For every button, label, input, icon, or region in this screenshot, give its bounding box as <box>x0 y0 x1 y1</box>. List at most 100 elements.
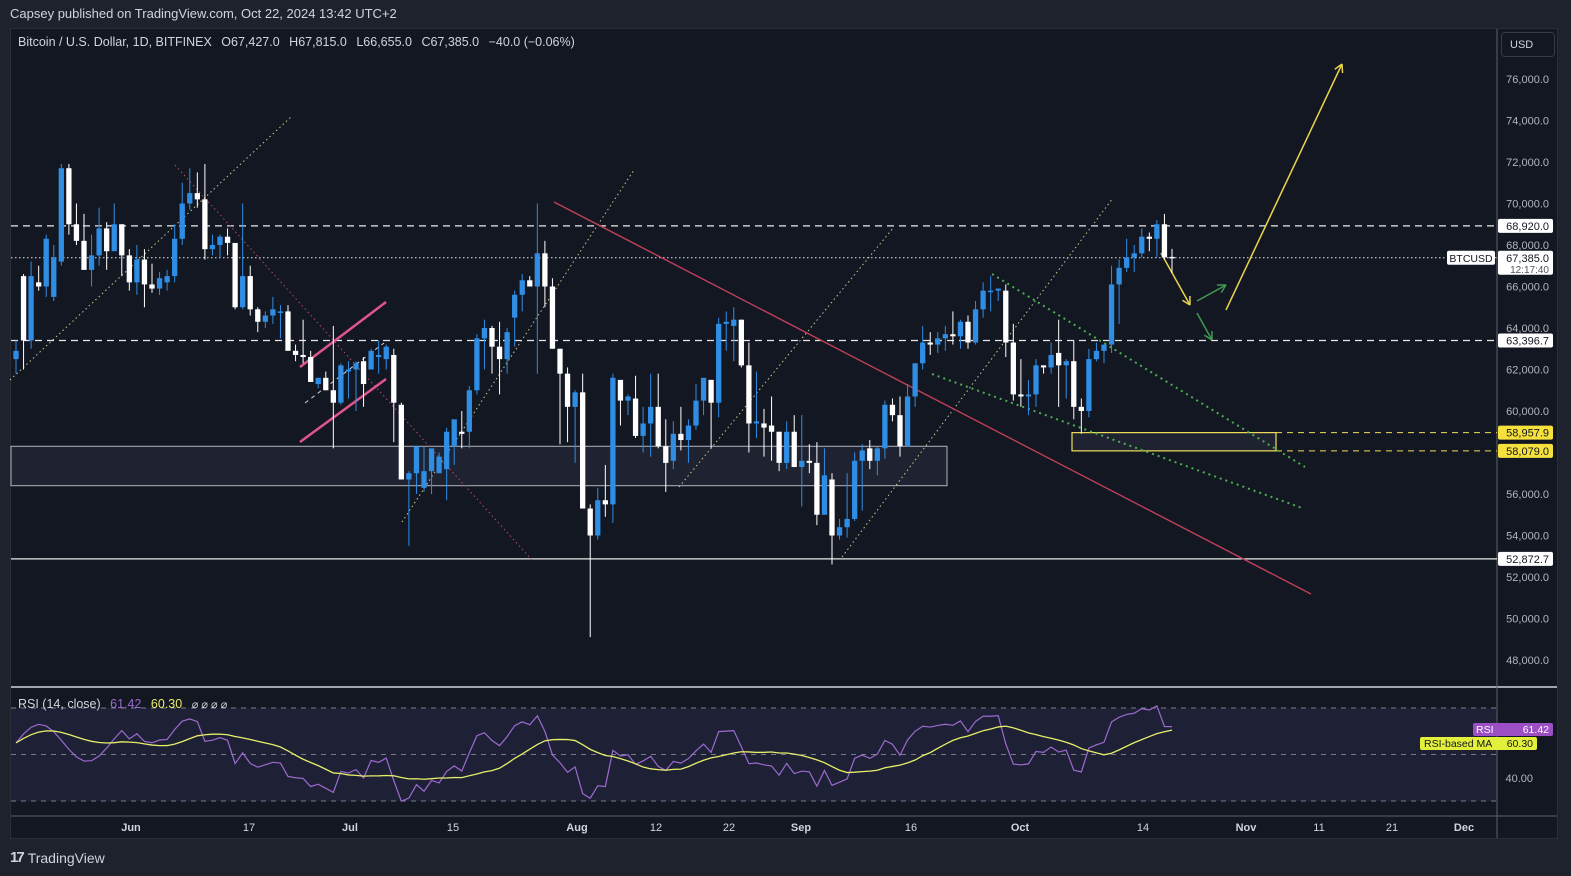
candle[interactable] <box>632 375 639 438</box>
candle[interactable] <box>504 328 510 374</box>
candle[interactable] <box>104 222 110 270</box>
candle[interactable] <box>172 224 178 283</box>
channel-line-pink[interactable] <box>299 301 387 368</box>
candle[interactable] <box>1161 213 1168 260</box>
candle[interactable] <box>988 276 994 312</box>
candle[interactable] <box>716 317 722 418</box>
projection-arrow-down[interactable] <box>1160 252 1191 306</box>
candle[interactable] <box>927 332 933 355</box>
currency-button[interactable]: USD <box>1501 32 1555 57</box>
candle[interactable] <box>610 373 616 524</box>
candle[interactable] <box>164 269 170 291</box>
candle[interactable] <box>1169 248 1175 273</box>
candle[interactable] <box>323 371 329 391</box>
candle[interactable] <box>277 305 284 339</box>
candle[interactable] <box>1139 228 1145 258</box>
candle[interactable] <box>1101 344 1107 364</box>
candle[interactable] <box>262 311 268 328</box>
candle[interactable] <box>126 249 132 291</box>
candle[interactable] <box>625 394 631 416</box>
candle[interactable] <box>1078 398 1084 434</box>
candle[interactable] <box>96 207 102 266</box>
candle[interactable] <box>708 379 714 449</box>
candle[interactable] <box>746 342 752 453</box>
candle[interactable] <box>224 228 231 256</box>
candle[interactable] <box>640 406 646 453</box>
candle[interactable] <box>451 419 457 465</box>
candle[interactable] <box>580 373 586 509</box>
candle[interactable] <box>564 367 571 443</box>
candle[interactable] <box>383 344 389 370</box>
candle[interactable] <box>474 334 480 395</box>
candle[interactable] <box>345 361 352 399</box>
candle[interactable] <box>292 344 299 362</box>
candle[interactable] <box>240 203 246 310</box>
projection-arrow-up-green[interactable] <box>1196 284 1227 302</box>
candle[interactable] <box>466 386 472 449</box>
candle[interactable] <box>413 446 420 494</box>
price-pane[interactable] <box>11 29 1497 686</box>
candle[interactable] <box>315 377 321 389</box>
candle[interactable] <box>428 448 435 494</box>
candle[interactable] <box>1033 359 1039 407</box>
projection-arrow-up-long[interactable] <box>1225 63 1343 311</box>
candle[interactable] <box>874 446 880 476</box>
candle[interactable] <box>1071 340 1077 420</box>
candle[interactable] <box>156 271 163 295</box>
candle[interactable] <box>942 325 948 351</box>
candle[interactable] <box>73 203 80 246</box>
candle[interactable] <box>300 319 306 364</box>
candle[interactable] <box>88 234 95 287</box>
candle[interactable] <box>1093 342 1100 362</box>
candle[interactable] <box>481 319 488 370</box>
candle[interactable] <box>889 398 896 422</box>
candle[interactable] <box>685 419 692 463</box>
candle[interactable] <box>1003 284 1009 358</box>
candle[interactable] <box>1056 319 1062 407</box>
candle[interactable] <box>81 213 87 270</box>
ascending-trendline-dotted[interactable] <box>401 169 635 523</box>
candle[interactable] <box>232 242 238 310</box>
candle[interactable] <box>1116 259 1122 324</box>
candle[interactable] <box>980 282 986 318</box>
projection-arrow-down-green[interactable] <box>1196 312 1213 341</box>
candle[interactable] <box>194 172 200 208</box>
candle[interactable] <box>670 421 676 470</box>
candle[interactable] <box>700 377 707 416</box>
candle[interactable] <box>753 371 760 438</box>
candle[interactable] <box>202 164 208 260</box>
candle[interactable] <box>255 307 261 333</box>
candle[interactable] <box>179 182 185 245</box>
candle[interactable] <box>814 442 820 526</box>
candle[interactable] <box>655 373 661 449</box>
candle[interactable] <box>852 452 858 521</box>
candle[interactable] <box>376 340 382 374</box>
channel-line-pink[interactable] <box>299 377 387 444</box>
candle[interactable] <box>512 290 518 347</box>
candle[interactable] <box>58 164 64 266</box>
rsi-label[interactable]: RSI (14, close) <box>18 697 101 711</box>
candle[interactable] <box>28 261 34 349</box>
candle[interactable] <box>519 274 525 312</box>
candle[interactable] <box>141 249 148 308</box>
candle[interactable] <box>542 240 548 308</box>
candle[interactable] <box>285 305 291 351</box>
candle[interactable] <box>187 168 193 210</box>
candle[interactable] <box>406 471 412 546</box>
support-zone-box[interactable] <box>10 445 948 487</box>
candle[interactable] <box>791 415 797 468</box>
candle[interactable] <box>353 361 359 411</box>
candle[interactable] <box>965 315 971 349</box>
candle[interactable] <box>648 373 654 457</box>
candle[interactable] <box>549 278 556 349</box>
candle[interactable] <box>957 319 964 349</box>
candle[interactable] <box>247 265 253 316</box>
candle[interactable] <box>1025 379 1032 416</box>
candle[interactable] <box>784 421 790 470</box>
symbol-title[interactable]: Bitcoin / U.S. Dollar, 1D, BITFINEX <box>18 35 212 49</box>
candle[interactable] <box>217 234 223 258</box>
candle[interactable] <box>436 452 442 474</box>
candle[interactable] <box>360 357 367 407</box>
candle[interactable] <box>338 363 344 405</box>
